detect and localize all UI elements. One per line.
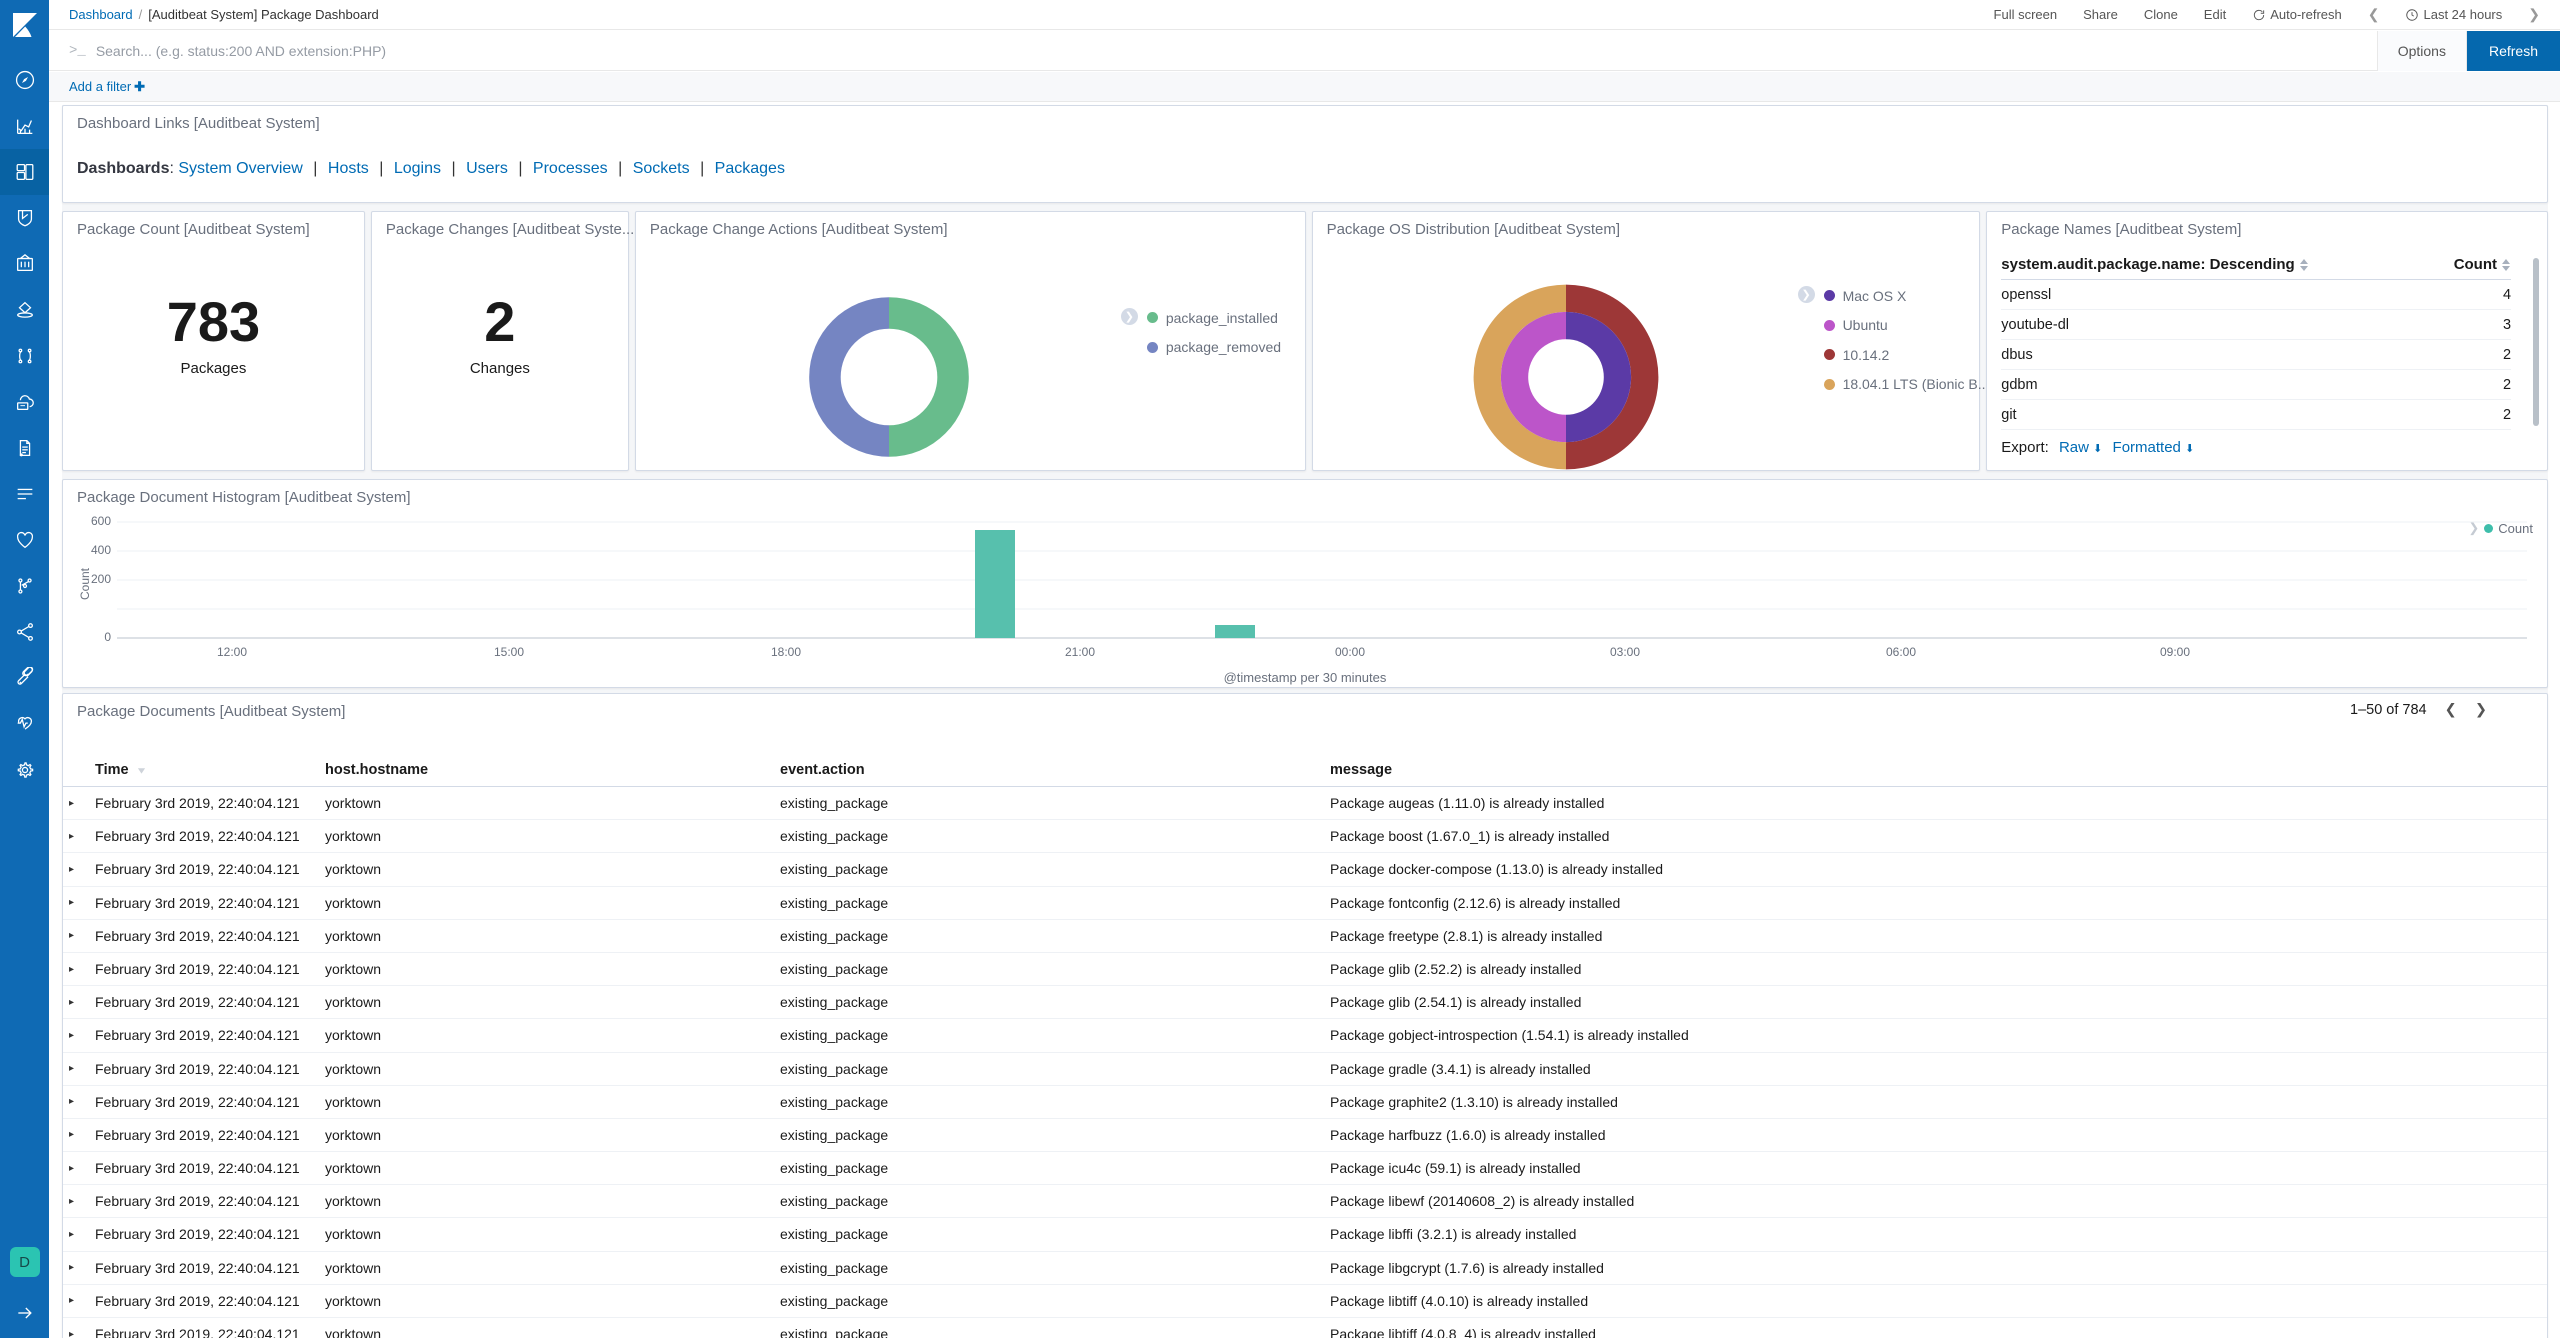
- svg-text:200: 200: [91, 572, 111, 586]
- svg-text:09:00: 09:00: [2160, 645, 2190, 659]
- svg-text:400: 400: [91, 543, 111, 557]
- svg-text:21:00: 21:00: [1065, 645, 1095, 659]
- svg-text:06:00: 06:00: [1886, 645, 1916, 659]
- svg-text:15:00: 15:00: [494, 645, 524, 659]
- svg-text:0: 0: [104, 630, 111, 644]
- svg-text:00:00: 00:00: [1335, 645, 1365, 659]
- svg-text:600: 600: [91, 514, 111, 528]
- svg-text:03:00: 03:00: [1610, 645, 1640, 659]
- svg-text:18:00: 18:00: [771, 645, 801, 659]
- svg-text:Count: Count: [78, 567, 92, 600]
- svg-text:12:00: 12:00: [217, 645, 247, 659]
